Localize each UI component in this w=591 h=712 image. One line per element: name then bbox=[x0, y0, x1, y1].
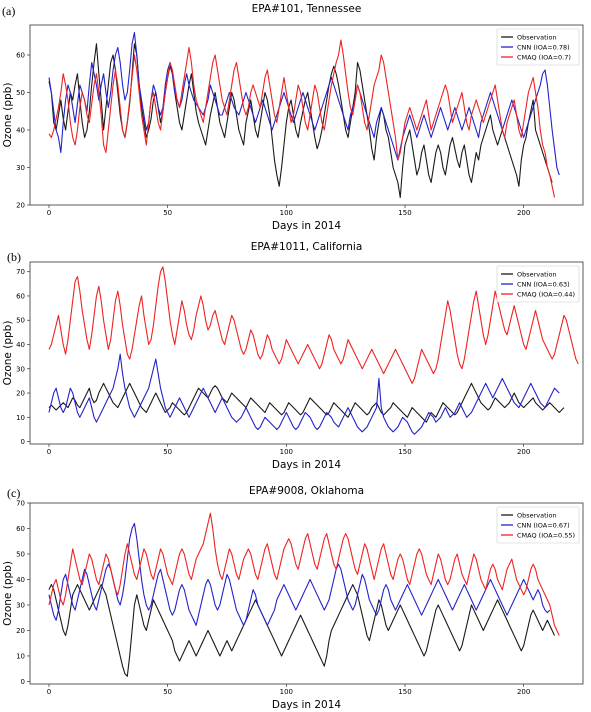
series-line-cnn bbox=[48, 522, 551, 626]
legend-label-observation: Observation bbox=[517, 33, 557, 41]
chart-title: EPA#101, Tennessee bbox=[252, 3, 362, 15]
legend: Observation CNN (IOA=0.67) CMAQ (IOA=0.55) bbox=[496, 506, 580, 544]
series-line-cmaq bbox=[48, 266, 579, 384]
x-tick-label: 100 bbox=[280, 688, 293, 696]
x-tick-label: 50 bbox=[163, 448, 172, 456]
x-tick-label: 0 bbox=[47, 209, 51, 217]
chart-title: EPA#1011, California bbox=[251, 241, 363, 253]
y-tick-label: 10 bbox=[16, 414, 25, 422]
y-tick-label: 20 bbox=[16, 627, 25, 635]
chart-panel-3: (c) EPA#9008, Oklahoma 0 50 100 150 200 0 10 20 30… bbox=[2, 485, 584, 711]
series-line-observation bbox=[48, 382, 565, 423]
x-tick-label: 150 bbox=[398, 688, 411, 696]
x-tick-label: 150 bbox=[398, 448, 411, 456]
x-tick-label: 200 bbox=[517, 688, 530, 696]
x-axis-label: Days in 2014 bbox=[272, 220, 341, 232]
legend-box bbox=[496, 265, 580, 303]
plot-frame bbox=[29, 502, 584, 685]
legend-box bbox=[496, 28, 580, 66]
series-line-observation bbox=[48, 584, 556, 677]
chart-panel-2: (b) EPA#1011, California 0 50 100 150 200 0 10 20… bbox=[2, 241, 584, 471]
legend-box bbox=[496, 506, 580, 544]
legend-label-cmaq: CMAQ (IOA=0.55) bbox=[517, 531, 575, 539]
legend-label-cnn: CNN (IOA=0.78) bbox=[517, 43, 570, 51]
series-line-cnn bbox=[48, 31, 560, 176]
series-line-cmaq bbox=[48, 39, 556, 198]
y-tick-label: 50 bbox=[16, 89, 25, 97]
y-tick-label: 60 bbox=[16, 292, 25, 300]
x-tick-label: 50 bbox=[163, 688, 172, 696]
chart-title: EPA#9008, Oklahoma bbox=[249, 485, 364, 497]
y-tick-label: 40 bbox=[16, 576, 25, 584]
legend: Observation CNN (IOA=0.78) CMAQ (IOA=0.7) bbox=[496, 28, 580, 66]
y-axis-label: Ozone (ppb) bbox=[2, 83, 14, 148]
y-tick-label: 60 bbox=[16, 52, 25, 60]
legend-label-cnn: CNN (IOA=0.67) bbox=[517, 521, 570, 529]
y-tick-label: 70 bbox=[16, 500, 25, 508]
legend-label-observation: Observation bbox=[517, 511, 557, 519]
legend-label-cmaq: CMAQ (IOA=0.7) bbox=[517, 53, 571, 61]
x-tick-label: 0 bbox=[47, 688, 51, 696]
chart-panel-1: (a) EPA#101, Tennessee 0 50 100 150 200 20 30 40 5… bbox=[2, 3, 584, 232]
x-tick-label: 50 bbox=[163, 209, 172, 217]
y-axis-label: Ozone (ppb) bbox=[2, 321, 14, 386]
y-tick-label: 20 bbox=[16, 390, 25, 398]
y-tick-label: 70 bbox=[16, 268, 25, 276]
panel-label: (a) bbox=[2, 4, 15, 18]
x-tick-label: 200 bbox=[517, 448, 530, 456]
y-tick-label: 60 bbox=[16, 525, 25, 533]
y-tick-label: 50 bbox=[16, 317, 25, 325]
y-tick-label: 0 bbox=[21, 438, 25, 446]
y-tick-label: 10 bbox=[16, 652, 25, 660]
legend-label-observation: Observation bbox=[517, 270, 557, 278]
y-tick-label: 30 bbox=[16, 601, 25, 609]
series-line-cnn bbox=[48, 353, 560, 435]
series-line-cmaq bbox=[48, 512, 560, 636]
y-tick-label: 30 bbox=[16, 365, 25, 373]
legend-label-cnn: CNN (IOA=0.63) bbox=[517, 280, 570, 288]
x-tick-label: 100 bbox=[280, 209, 293, 217]
series-line-observation bbox=[48, 43, 553, 199]
y-tick-label: 20 bbox=[16, 202, 25, 210]
y-tick-label: 50 bbox=[16, 550, 25, 558]
x-tick-label: 0 bbox=[47, 448, 51, 456]
y-axis-label: Ozone (ppb) bbox=[2, 561, 14, 626]
y-tick-label: 0 bbox=[21, 678, 25, 686]
x-axis-label: Days in 2014 bbox=[272, 459, 341, 471]
x-tick-label: 150 bbox=[398, 209, 411, 217]
legend: Observation CNN (IOA=0.63) CMAQ (IOA=0.44) bbox=[496, 265, 580, 303]
x-axis-label: Days in 2014 bbox=[272, 699, 341, 711]
x-tick-label: 100 bbox=[280, 448, 293, 456]
panel-label: (c) bbox=[7, 486, 20, 500]
x-tick-label: 200 bbox=[517, 209, 530, 217]
y-tick-label: 40 bbox=[16, 341, 25, 349]
y-tick-label: 40 bbox=[16, 127, 25, 135]
y-tick-label: 30 bbox=[16, 164, 25, 172]
legend-label-cmaq: CMAQ (IOA=0.44) bbox=[517, 290, 575, 298]
panel-label: (b) bbox=[7, 250, 21, 264]
